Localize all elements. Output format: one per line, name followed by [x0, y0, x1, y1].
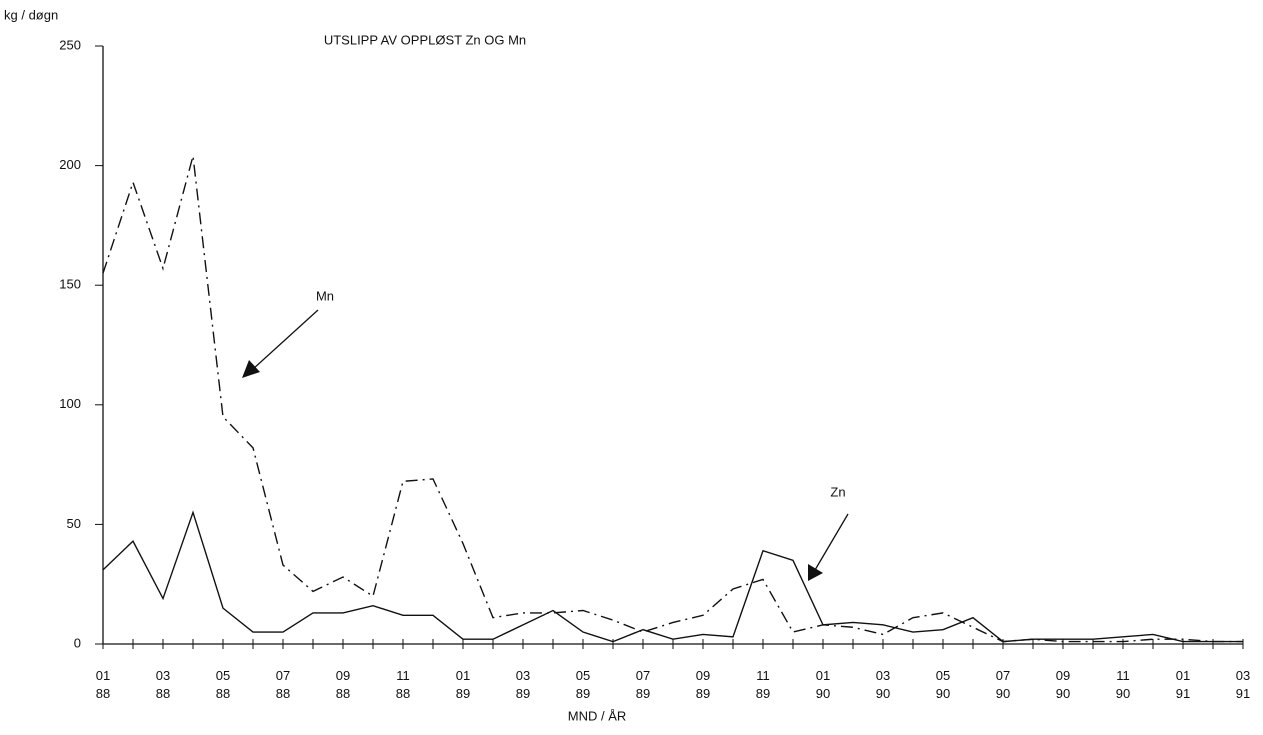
x-tick-year: 88	[216, 686, 230, 701]
annotation: Zn	[830, 484, 845, 499]
x-tick-label: 07 90	[996, 668, 1010, 701]
x-tick-month: 09	[336, 668, 350, 683]
x-tick-label: 03 90	[876, 668, 890, 701]
x-tick-year: 88	[396, 686, 410, 701]
x-tick-year: 89	[456, 686, 470, 701]
y-tick-label: 150	[59, 277, 81, 292]
x-tick-label: 05 88	[216, 668, 230, 701]
x-tick-month: 07	[996, 668, 1010, 683]
x-tick-month: 01	[816, 668, 830, 683]
y-tick-label: 200	[59, 157, 81, 172]
series-line	[102, 155, 1243, 643]
x-tick-month: 05	[216, 668, 230, 683]
x-tick-label: 01 89	[456, 668, 470, 701]
x-tick-year: 90	[996, 686, 1010, 701]
y-tick-label: 100	[59, 396, 81, 411]
x-tick-year: 89	[756, 686, 770, 701]
x-tick-month: 09	[1056, 668, 1070, 683]
chart-title: UTSLIPP AV OPPLØST Zn OG Mn	[324, 32, 526, 47]
x-tick-month: 03	[876, 668, 890, 683]
x-tick-year: 90	[876, 686, 890, 701]
x-tick-label: 11 88	[396, 668, 410, 701]
annotation-arrow	[814, 513, 849, 571]
x-tick-month: 01	[96, 668, 110, 683]
x-tick-label: 01 90	[816, 668, 830, 701]
x-tick-year: 88	[96, 686, 110, 701]
y-tick-label: 50	[67, 516, 81, 531]
x-tick-month: 11	[1116, 668, 1130, 683]
series-line	[102, 510, 1243, 643]
annotation: Mn	[316, 288, 334, 303]
x-tick-month: 01	[456, 668, 470, 683]
x-tick-year: 90	[1116, 686, 1130, 701]
x-tick-month: 05	[936, 668, 950, 683]
arrow-head	[808, 564, 823, 581]
x-tick-year: 90	[816, 686, 830, 701]
x-tick-label: 09 90	[1056, 668, 1070, 701]
y-axis-label: kg / døgn	[4, 7, 58, 22]
x-tick-year: 89	[516, 686, 530, 701]
x-tick-year: 89	[636, 686, 650, 701]
x-axis-label: MND / ÅR	[568, 708, 627, 723]
x-tick-label: 01 88	[96, 668, 110, 701]
x-tick-label: 05 89	[576, 668, 590, 701]
x-tick-month: 11	[396, 668, 410, 683]
x-tick-year: 89	[576, 686, 590, 701]
x-tick-month: 11	[756, 668, 770, 683]
y-tick-label: 250	[59, 37, 81, 52]
x-tick-label: 01 91	[1176, 668, 1190, 701]
x-tick-label: 07 89	[636, 668, 650, 701]
arrow-head	[242, 360, 260, 378]
x-tick-month: 07	[276, 668, 290, 683]
x-tick-label: 03 91	[1236, 668, 1250, 701]
x-tick-month: 01	[1176, 668, 1190, 683]
x-tick-year: 91	[1236, 686, 1250, 701]
x-tick-year: 91	[1176, 686, 1190, 701]
x-tick-year: 88	[336, 686, 350, 701]
x-tick-month: 07	[636, 668, 650, 683]
x-tick-label: 05 90	[936, 668, 950, 701]
x-tick-month: 05	[576, 668, 590, 683]
x-tick-label: 03 89	[516, 668, 530, 701]
x-tick-label: 07 88	[276, 668, 290, 701]
y-tick-label: 0	[74, 635, 81, 650]
x-tick-year: 90	[936, 686, 950, 701]
x-tick-month: 03	[156, 668, 170, 683]
x-tick-month: 03	[516, 668, 530, 683]
x-tick-label: 09 89	[696, 668, 710, 701]
annotation-arrow	[251, 309, 319, 371]
x-tick-label: 09 88	[336, 668, 350, 701]
x-tick-month: 09	[696, 668, 710, 683]
x-tick-year: 88	[276, 686, 290, 701]
x-tick-label: 11 90	[1116, 668, 1130, 701]
x-tick-year: 88	[156, 686, 170, 701]
x-tick-year: 90	[1056, 686, 1070, 701]
x-tick-month: 03	[1236, 668, 1250, 683]
x-tick-label: 11 89	[756, 668, 770, 701]
x-tick-year: 89	[696, 686, 710, 701]
x-tick-label: 03 88	[156, 668, 170, 701]
